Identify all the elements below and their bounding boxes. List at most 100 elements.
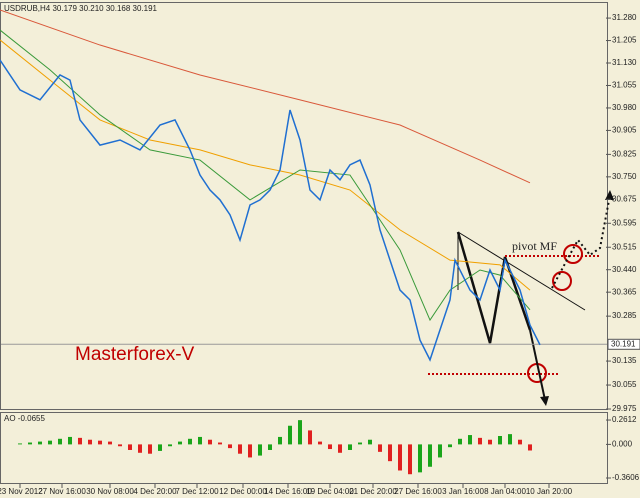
ao-bar bbox=[308, 430, 312, 445]
y-tick-label: 30.440 bbox=[612, 265, 637, 274]
ao-tick-label: -0.3606 bbox=[612, 473, 640, 482]
forecast-path bbox=[551, 194, 611, 289]
ao-tick-label: 0.2612 bbox=[612, 415, 637, 424]
ao-bar bbox=[528, 444, 532, 451]
y-tick-label: 31.205 bbox=[612, 36, 637, 45]
ao-bar bbox=[318, 441, 322, 445]
y-tick-label: 30.750 bbox=[612, 172, 637, 181]
ao-bar bbox=[258, 444, 262, 456]
x-tick-label: 23 Nov 2012 bbox=[0, 487, 43, 496]
ao-bar bbox=[208, 439, 212, 445]
ao-bar bbox=[38, 441, 42, 445]
ao-bar bbox=[238, 444, 242, 454]
series-line bbox=[0, 39, 531, 291]
arrow-head bbox=[605, 190, 614, 200]
ao-bar bbox=[338, 444, 342, 453]
y-tick-label: 30.675 bbox=[612, 194, 637, 203]
ao-bar bbox=[158, 444, 162, 451]
ao-bar bbox=[408, 444, 412, 475]
circle bbox=[563, 244, 583, 264]
ao-bar bbox=[28, 442, 32, 445]
ao-bar bbox=[438, 444, 442, 458]
x-tick-label: 27 Dec 16:00 bbox=[394, 487, 442, 496]
x-tick-label: 4 Dec 20:00 bbox=[133, 487, 177, 496]
ao-bar bbox=[298, 420, 302, 445]
ao-bar bbox=[388, 444, 392, 462]
trend-line bbox=[457, 231, 586, 311]
ao-frame bbox=[0, 412, 608, 484]
ao-bar bbox=[488, 439, 492, 445]
y-tick-label: 30.980 bbox=[612, 103, 637, 112]
ao-bar bbox=[48, 440, 52, 445]
y-tick-label: 31.130 bbox=[612, 58, 637, 67]
y-tick-label: 30.515 bbox=[612, 242, 637, 251]
annotation: pivot MF bbox=[512, 239, 557, 253]
current-price-box bbox=[607, 338, 640, 350]
drawings bbox=[428, 190, 614, 406]
ao-bar bbox=[428, 444, 432, 467]
ao-bar bbox=[418, 444, 422, 473]
ao-bar bbox=[328, 444, 332, 450]
y-tick-label: 29.975 bbox=[612, 404, 637, 413]
ao-tick-label: 0.000 bbox=[612, 439, 633, 448]
ao-bar bbox=[248, 444, 252, 458]
y-tick-label: 30.825 bbox=[612, 149, 637, 158]
ao-bar bbox=[448, 444, 452, 448]
x-tick-label: 19 Dec 04:00 bbox=[306, 487, 354, 496]
zigzag bbox=[456, 231, 532, 344]
x-tick-label: 3 Jan 16:00 bbox=[442, 487, 484, 496]
ao-bar bbox=[68, 436, 72, 445]
ao-bar bbox=[348, 444, 352, 450]
ao-bar bbox=[168, 444, 172, 447]
y-tick-label: 30.595 bbox=[612, 218, 637, 227]
ao-bar bbox=[268, 444, 272, 450]
x-tick-label: 10 Jan 20:00 bbox=[526, 487, 573, 496]
ao-bar bbox=[98, 440, 102, 445]
ao-bar bbox=[88, 439, 92, 445]
ao-bar bbox=[278, 436, 282, 445]
x-tick-label: 12 Dec 00:00 bbox=[219, 487, 267, 496]
chart-title: USDRUB,H4 30.179 30.210 30.168 30.191 bbox=[4, 4, 158, 13]
series-line bbox=[0, 29, 531, 322]
x-tick-label: 30 Nov 08:00 bbox=[86, 487, 134, 496]
y-tick-label: 30.055 bbox=[612, 380, 637, 389]
main-frame bbox=[0, 2, 608, 410]
annotation: Masterforex-V bbox=[75, 344, 195, 365]
ao-bar bbox=[458, 438, 462, 445]
y-tick-label: 30.365 bbox=[612, 287, 637, 296]
ao-bar bbox=[138, 444, 142, 453]
x-tick-label: 7 Dec 12:00 bbox=[175, 487, 219, 496]
ao-bar bbox=[108, 441, 112, 445]
ao-bar bbox=[468, 435, 472, 445]
x-tick-label: 27 Nov 16:00 bbox=[38, 487, 86, 496]
ao-bar bbox=[188, 438, 192, 445]
y-tick-label: 31.055 bbox=[612, 81, 637, 90]
arrow-head bbox=[540, 396, 549, 406]
ao-bar bbox=[78, 437, 82, 445]
ao-bar bbox=[58, 438, 62, 445]
y-tick-label: 31.280 bbox=[612, 13, 637, 22]
ao-bar bbox=[518, 439, 522, 445]
ao-bar bbox=[128, 444, 132, 450]
ao-bar bbox=[198, 436, 202, 445]
current-price-label: 30.191 bbox=[611, 339, 636, 348]
x-tick-label: 14 Dec 16:00 bbox=[264, 487, 312, 496]
circle bbox=[552, 271, 572, 291]
ao-bar bbox=[218, 442, 222, 445]
ao-bar bbox=[178, 441, 182, 445]
x-tick-label: 8 Jan 04:00 bbox=[484, 487, 526, 496]
series-line bbox=[0, 59, 541, 362]
ao-bar bbox=[478, 437, 482, 445]
ao-bar bbox=[148, 444, 152, 454]
ao-bar bbox=[378, 444, 382, 452]
down-leg bbox=[529, 329, 546, 401]
ao-title: AO -0.0655 bbox=[4, 414, 45, 423]
ao-bar bbox=[18, 443, 22, 445]
ao-bar bbox=[118, 444, 122, 447]
x-tick-label: 21 Dec 20:00 bbox=[349, 487, 397, 496]
ao-bar bbox=[498, 435, 502, 445]
y-tick-label: 30.135 bbox=[612, 356, 637, 365]
ao-bar bbox=[398, 444, 402, 471]
